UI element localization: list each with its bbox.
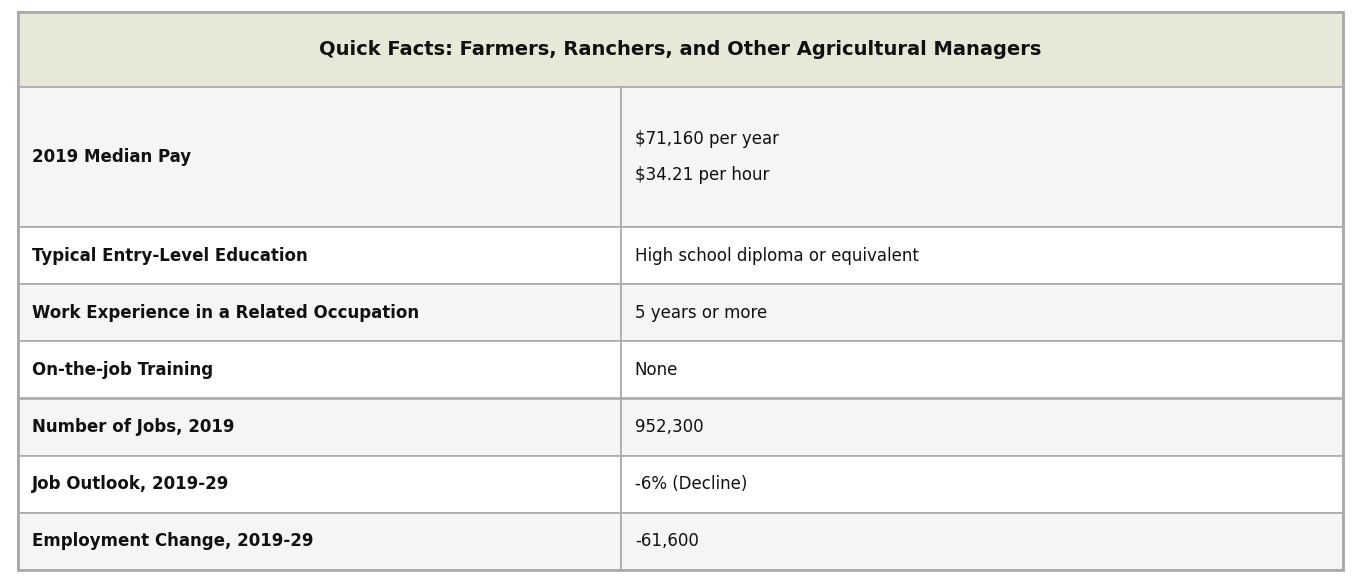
Bar [621, 284, 1343, 341]
Bar [621, 341, 1343, 399]
Bar [621, 456, 1343, 513]
Bar [621, 227, 1343, 284]
Bar [18, 456, 621, 513]
Text: Work Experience in a Related Occupation: Work Experience in a Related Occupation [33, 304, 419, 322]
Text: Quick Facts: Farmers, Ranchers, and Other Agricultural Managers: Quick Facts: Farmers, Ranchers, and Othe… [320, 40, 1041, 59]
Bar [18, 341, 621, 399]
Bar [18, 284, 621, 341]
Text: Employment Change, 2019-29: Employment Change, 2019-29 [33, 533, 313, 551]
Bar [621, 399, 1343, 456]
Text: -61,600: -61,600 [634, 533, 698, 551]
Text: 2019 Median Pay: 2019 Median Pay [33, 148, 191, 166]
Text: Job Outlook, 2019-29: Job Outlook, 2019-29 [33, 475, 230, 494]
Text: $71,160 per year: $71,160 per year [634, 130, 778, 148]
Bar [18, 513, 621, 570]
Text: None: None [634, 361, 678, 379]
Text: 5 years or more: 5 years or more [634, 304, 768, 322]
Text: On-the-job Training: On-the-job Training [33, 361, 214, 379]
Bar [18, 87, 621, 227]
Bar [621, 513, 1343, 570]
Text: High school diploma or equivalent: High school diploma or equivalent [634, 247, 919, 265]
Text: Number of Jobs, 2019: Number of Jobs, 2019 [33, 418, 234, 436]
Bar [621, 87, 1343, 227]
Bar [18, 399, 621, 456]
Bar [18, 227, 621, 284]
Text: Typical Entry-Level Education: Typical Entry-Level Education [33, 247, 308, 265]
Text: $34.21 per hour: $34.21 per hour [634, 165, 769, 183]
Text: -6% (Decline): -6% (Decline) [634, 475, 747, 494]
Text: 952,300: 952,300 [634, 418, 704, 436]
Bar [18, 12, 1343, 87]
